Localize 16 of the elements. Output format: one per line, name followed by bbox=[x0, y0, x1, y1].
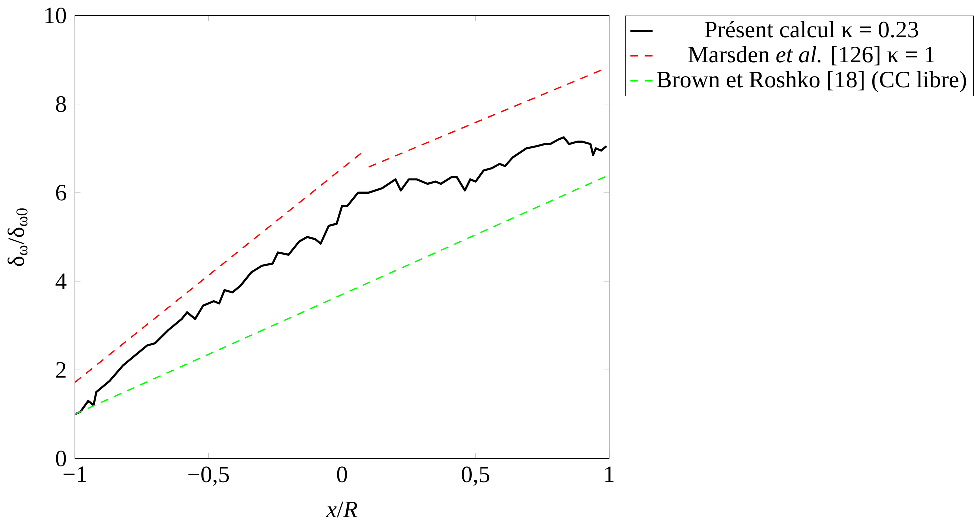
legend-label: Brown et Roshko [18] (CC libre) bbox=[657, 71, 966, 92]
y-tick-label: 8 bbox=[56, 96, 66, 112]
legend-label: Marsden et al. [126] κ = 1 bbox=[688, 46, 934, 66]
y-tick-label: 4 bbox=[56, 274, 67, 290]
x-tick-label: 0 bbox=[337, 466, 348, 482]
x-axis-title: x/R bbox=[326, 502, 358, 518]
y-tick-label: 10 bbox=[46, 8, 66, 24]
x-tick-label: 0,5 bbox=[462, 466, 490, 486]
y-tick-label: 0 bbox=[56, 450, 66, 466]
y-axis-title: δ$_{ω}$/δ$_{ω0}$ bbox=[8, 208, 28, 266]
x-tick-label: −1 bbox=[64, 466, 86, 482]
x-tick-label: 1 bbox=[606, 466, 614, 482]
legend-label: Présent calcul κ = 0.23 bbox=[705, 20, 918, 38]
x-tick-label: −0,5 bbox=[188, 466, 230, 486]
y-tick-label: 6 bbox=[56, 184, 66, 201]
y-tick-label: 2 bbox=[56, 362, 66, 378]
